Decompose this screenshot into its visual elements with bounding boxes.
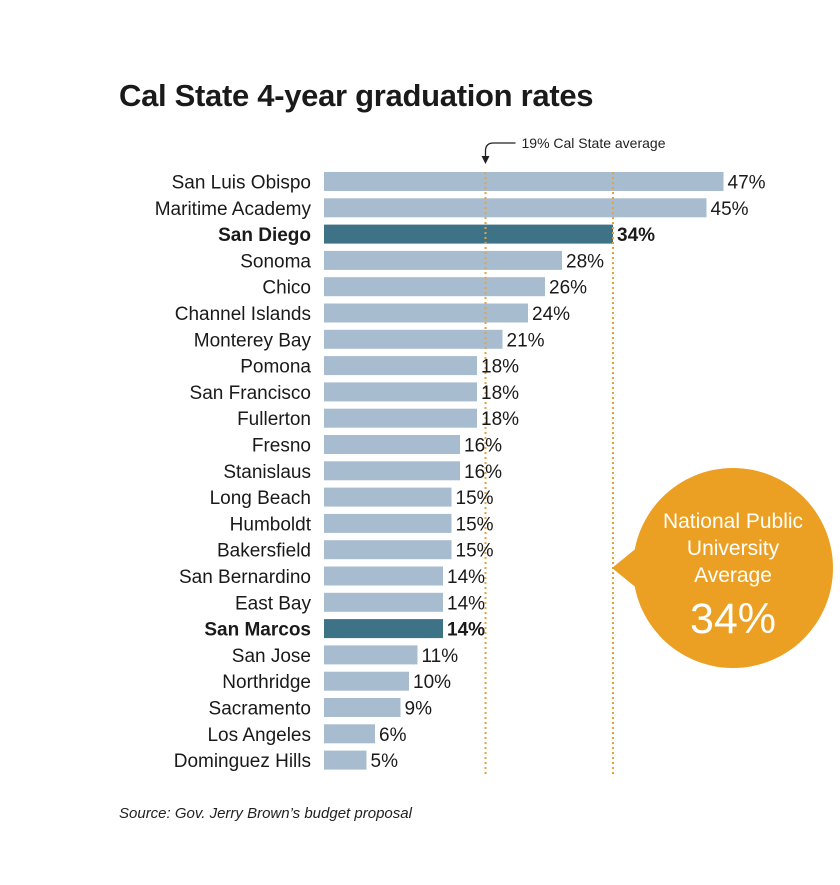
value-label-san-francisco: 18%: [481, 383, 519, 404]
bar-sacramento: [324, 698, 401, 717]
category-label-sacramento: Sacramento: [209, 699, 311, 720]
category-label-long-beach: Long Beach: [210, 488, 311, 509]
value-label-san-bernardino: 14%: [447, 567, 485, 588]
value-label-dominguez-hills: 5%: [371, 751, 399, 772]
category-label-san-jose: San Jose: [232, 646, 311, 667]
average-label: 19% Cal State average: [522, 135, 666, 151]
average-arrow: [484, 142, 516, 159]
bar-san-francisco: [324, 382, 477, 402]
bar-san-jose: [324, 645, 418, 665]
bar-los-angeles: [324, 724, 375, 744]
bar-san-bernardino: [324, 566, 443, 586]
callout-pointer: [612, 546, 639, 590]
bar-northridge: [324, 671, 409, 691]
value-label-chico: 26%: [549, 278, 587, 299]
callout-value: 34%: [690, 595, 776, 643]
category-label-dominguez-hills: Dominguez Hills: [174, 751, 311, 772]
value-label-san-jose: 11%: [422, 646, 459, 667]
category-label-pomona: Pomona: [240, 357, 311, 378]
category-label-fullerton: Fullerton: [237, 409, 311, 430]
callout-line-3: Average: [694, 564, 772, 587]
category-label-bakersfield: Bakersfield: [217, 541, 311, 562]
bar-chico: [324, 277, 545, 297]
bar-sonoma: [324, 250, 562, 270]
category-label-east-bay: East Bay: [235, 593, 312, 614]
bar-channel-islands: [324, 303, 528, 323]
callout-line-1: National Public: [663, 510, 803, 533]
labels-layer: San Luis Obispo 47% Maritime Academy 45% San…: [155, 173, 766, 773]
value-label-san-diego: 34%: [617, 225, 655, 246]
value-label-fresno: 16%: [464, 436, 502, 457]
category-label-maritime-academy: Maritime Academy: [155, 199, 312, 220]
bar-east-bay: [324, 592, 443, 612]
category-label-san-francisco: San Francisco: [190, 383, 311, 404]
national-average-callout: National Public University Average 34%: [612, 468, 833, 668]
value-label-sacramento: 9%: [405, 699, 433, 720]
category-label-stanislaus: Stanislaus: [223, 462, 311, 483]
value-label-los-angeles: 6%: [379, 725, 407, 746]
bar-monterey-bay: [324, 329, 503, 349]
category-label-sonoma: Sonoma: [240, 251, 311, 272]
category-label-san-bernardino: San Bernardino: [179, 567, 311, 588]
value-label-northridge: 10%: [413, 672, 451, 693]
bar-san-diego: [324, 224, 613, 244]
category-label-monterey-bay: Monterey Bay: [194, 330, 312, 351]
bar-maritime-academy: [324, 198, 707, 218]
category-label-channel-islands: Channel Islands: [175, 304, 311, 325]
value-label-bakersfield: 15%: [456, 541, 494, 562]
bars-layer: [324, 172, 724, 770]
value-label-san-marcos: 14%: [447, 620, 485, 641]
value-label-monterey-bay: 21%: [507, 330, 545, 351]
value-label-stanislaus: 16%: [464, 462, 502, 483]
category-label-northridge: Northridge: [222, 672, 311, 693]
bar-dominguez-hills: [324, 750, 367, 770]
value-label-pomona: 18%: [481, 357, 519, 378]
value-label-san-luis-obispo: 47%: [728, 173, 766, 194]
bar-fresno: [324, 435, 460, 454]
callout-line-2: University: [687, 537, 780, 560]
value-label-fullerton: 18%: [481, 409, 519, 430]
value-label-channel-islands: 24%: [532, 304, 570, 325]
bar-pomona: [324, 356, 477, 376]
category-label-fresno: Fresno: [252, 436, 311, 457]
reference-lines-layer: 19% Cal State average: [481, 135, 666, 777]
category-label-san-diego: San Diego: [218, 225, 311, 246]
value-label-sonoma: 28%: [566, 251, 604, 272]
value-label-maritime-academy: 45%: [711, 199, 749, 220]
bar-long-beach: [324, 487, 452, 507]
value-label-east-bay: 14%: [447, 593, 485, 614]
bar-stanislaus: [324, 461, 460, 481]
category-label-los-angeles: Los Angeles: [207, 725, 311, 746]
category-label-humboldt: Humboldt: [230, 514, 312, 535]
category-label-chico: Chico: [262, 278, 311, 299]
bar-humboldt: [324, 513, 452, 533]
source-note: Source: Gov. Jerry Brown’s budget propos…: [119, 805, 412, 822]
bar-fullerton: [324, 408, 477, 428]
average-arrowhead: [481, 156, 490, 164]
value-label-humboldt: 15%: [456, 514, 494, 535]
value-label-long-beach: 15%: [456, 488, 494, 509]
category-label-san-marcos: San Marcos: [204, 620, 311, 641]
category-label-san-luis-obispo: San Luis Obispo: [172, 173, 311, 194]
callout-circle: [633, 468, 833, 668]
chart-title: Cal State 4-year graduation rates: [119, 78, 594, 113]
bar-san-marcos: [324, 619, 443, 639]
bar-bakersfield: [324, 540, 452, 560]
bar-san-luis-obispo: [324, 172, 724, 191]
